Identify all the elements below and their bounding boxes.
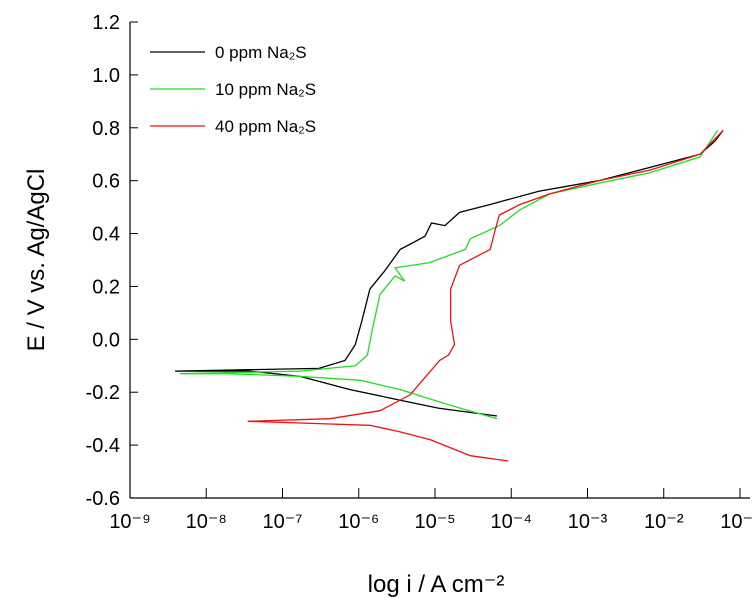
series-line xyxy=(247,129,724,462)
x-tick-label: 10⁻¹ xyxy=(720,511,752,533)
x-tick-label: 10⁻⁸ xyxy=(186,511,227,533)
legend-label: 10 ppm Na₂S xyxy=(215,80,316,99)
y-tick-label: 0.6 xyxy=(92,171,120,193)
series-line xyxy=(175,130,724,417)
x-tick-label: 10⁻⁶ xyxy=(338,511,379,533)
x-tick-label: 10⁻⁷ xyxy=(262,511,302,533)
x-axis-label: log i / A cm⁻² xyxy=(368,571,505,598)
y-tick-label: -0.2 xyxy=(86,382,120,404)
series-line xyxy=(179,130,719,420)
y-tick-label: -0.6 xyxy=(86,488,120,510)
y-tick-label: 0.8 xyxy=(92,118,120,140)
legend-label: 0 ppm Na₂S xyxy=(215,43,307,62)
y-tick-label: 0.4 xyxy=(92,224,120,246)
y-tick-label: 0.2 xyxy=(92,276,120,298)
x-tick-label: 10⁻⁵ xyxy=(414,511,455,533)
x-tick-label: 10⁻² xyxy=(644,511,684,533)
y-tick-label: 0.0 xyxy=(92,329,120,351)
y-tick-label: 1.2 xyxy=(92,12,120,34)
x-tick-label: 10⁻⁹ xyxy=(109,511,150,533)
x-tick-label: 10⁻³ xyxy=(568,511,608,533)
y-tick-label: -0.4 xyxy=(86,435,120,457)
legend-label: 40 ppm Na₂S xyxy=(215,117,316,136)
x-tick-label: 10⁻⁴ xyxy=(491,511,532,533)
y-axis-label: E / V vs. Ag/AgCl xyxy=(23,169,50,352)
y-tick-label: 1.0 xyxy=(92,65,120,87)
